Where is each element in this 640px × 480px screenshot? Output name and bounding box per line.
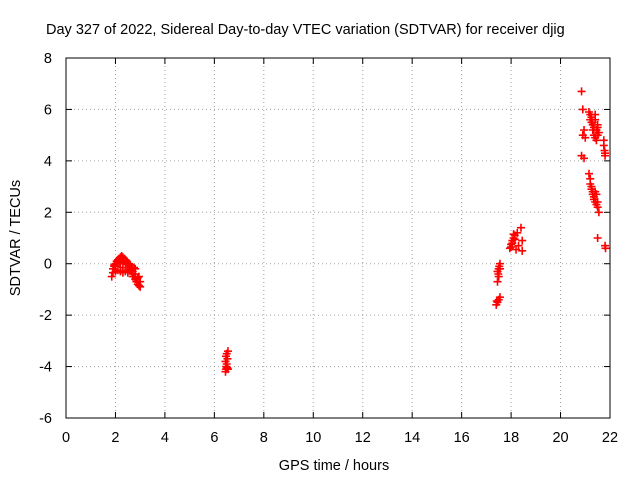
data-point-marker xyxy=(510,235,519,244)
data-point-marker xyxy=(514,241,523,250)
x-axis-label: GPS time / hours xyxy=(279,458,389,474)
data-point-marker xyxy=(223,365,232,374)
data-point-marker xyxy=(592,136,601,145)
data-point-marker xyxy=(593,234,602,242)
axis-ticks: 0 2 4 6 8 10 12 14 16 18 20 22 -6 -4 -2 0 2 4 6 8 xyxy=(39,51,618,446)
data-point-marker xyxy=(581,133,590,142)
data-point-marker xyxy=(601,149,610,158)
x-tick-label: 16 xyxy=(454,430,470,446)
data-point-marker xyxy=(594,208,603,217)
y-tick-label: -6 xyxy=(39,411,52,427)
data-point-marker xyxy=(131,264,140,273)
data-point-marker xyxy=(223,354,232,363)
data-point-marker xyxy=(223,347,232,356)
x-tick-label: 20 xyxy=(552,430,568,446)
data-point-marker xyxy=(120,257,129,266)
data-point-marker xyxy=(580,154,589,163)
y-tick-label: -4 xyxy=(39,360,52,376)
y-tick-label: 0 xyxy=(44,257,52,273)
y-tick-label: 6 xyxy=(44,102,52,118)
data-point-marker xyxy=(578,105,587,114)
y-tick-label: 4 xyxy=(44,154,52,170)
x-tick-label: 22 xyxy=(602,430,618,446)
y-axis-label: SDTVAR / TECUs xyxy=(8,180,24,296)
data-point-marker xyxy=(134,272,143,281)
y-tick-label: 2 xyxy=(44,205,52,221)
data-point-marker xyxy=(507,243,516,251)
x-tick-label: 4 xyxy=(161,430,169,446)
data-point-marker xyxy=(584,169,593,178)
data-point-marker xyxy=(518,236,527,245)
data-point-marker xyxy=(123,268,132,277)
data-point-marker xyxy=(593,198,602,206)
plot-frame xyxy=(65,57,611,419)
x-tick-label: 6 xyxy=(210,430,218,446)
data-point-marker xyxy=(136,277,145,286)
data-point-marker xyxy=(593,123,602,132)
data-point-marker xyxy=(494,272,503,281)
data-point-marker xyxy=(495,293,504,302)
data-point-marker xyxy=(513,228,522,237)
x-tick-label: 14 xyxy=(404,430,420,446)
data-point-marker xyxy=(599,141,608,150)
data-point-marker xyxy=(495,264,504,273)
data-point-marker xyxy=(518,246,527,255)
data-point-marker xyxy=(580,126,589,134)
x-tick-label: 0 xyxy=(62,430,70,446)
x-tick-label: 8 xyxy=(260,430,268,446)
x-tick-label: 2 xyxy=(111,430,119,446)
data-point-marker xyxy=(115,258,124,267)
data-point-marker xyxy=(130,263,138,272)
data-point-marker xyxy=(134,281,143,290)
data-point-marker xyxy=(107,272,116,281)
data-point-marker xyxy=(110,261,119,269)
data-point-marker xyxy=(588,118,597,127)
data-point-marker xyxy=(592,190,601,199)
data-point-marker xyxy=(591,110,600,119)
y-tick-label: 8 xyxy=(44,51,52,67)
data-points xyxy=(107,87,610,376)
grid-lines xyxy=(66,58,610,418)
data-point-marker xyxy=(505,244,514,253)
data-point-marker xyxy=(111,262,120,271)
y-tick-label: -2 xyxy=(39,308,52,324)
data-point-marker xyxy=(125,259,134,268)
x-tick-label: 10 xyxy=(305,430,321,446)
data-point-marker xyxy=(601,244,610,253)
data-point-marker xyxy=(594,128,603,137)
data-point-marker xyxy=(577,87,586,96)
chart-title: Day 327 of 2022, Sidereal Day-to-day VTE… xyxy=(46,22,565,38)
x-tick-label: 18 xyxy=(503,430,519,446)
data-point-marker xyxy=(516,223,525,232)
data-point-marker xyxy=(509,230,518,239)
x-tick-label: 12 xyxy=(355,430,371,446)
data-point-marker xyxy=(493,277,502,286)
data-point-marker xyxy=(118,263,127,272)
